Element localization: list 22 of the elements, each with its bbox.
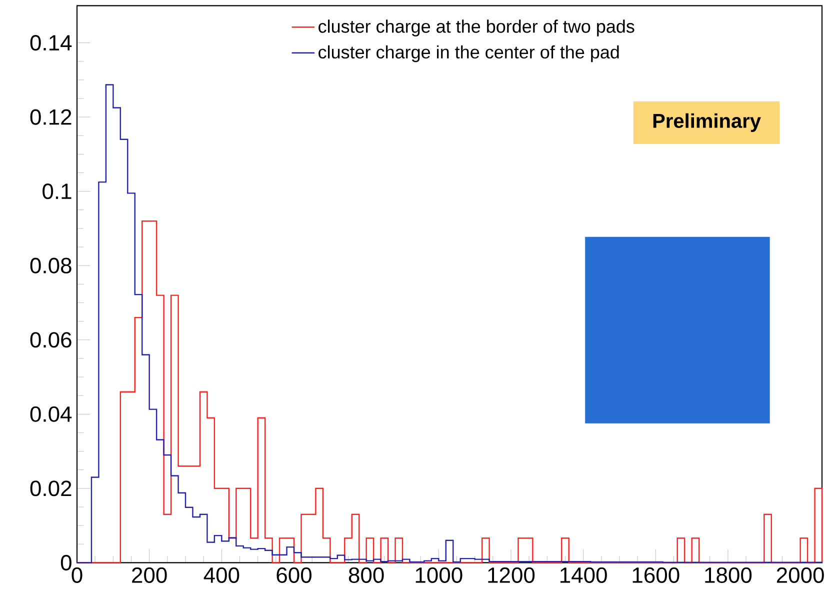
y-tick-label: 0.12: [30, 109, 72, 125]
x-tick-label: 0: [72, 567, 82, 583]
y-tick-label: 0.04: [30, 406, 72, 422]
x-tick-label: 800: [348, 567, 384, 583]
y-tick-label: 0.08: [30, 258, 72, 274]
x-tick-label: 1800: [705, 567, 752, 583]
y-tick-label: 0.1: [42, 184, 72, 200]
y-tick-label: 0: [60, 554, 72, 570]
x-tick-label: 1400: [560, 567, 607, 583]
x-tick-label: 200: [132, 567, 167, 583]
x-tick-label: 1600: [632, 567, 680, 583]
x-tick-label: 1000: [416, 567, 462, 583]
x-tick-label: 2000: [776, 567, 824, 583]
legend-label: cluster charge in the center of the pad: [318, 45, 619, 62]
x-tick-label: 400: [204, 567, 240, 583]
y-tick-label: 0.02: [30, 480, 72, 496]
x-tick-label: 600: [276, 567, 312, 583]
legend-label: cluster charge at the border of two pads: [318, 20, 634, 36]
y-tick-label: 0.14: [30, 35, 72, 51]
x-tick-label: 1200: [488, 567, 535, 583]
annotation: Preliminary: [653, 113, 761, 132]
y-tick-label: 0.06: [30, 332, 72, 348]
